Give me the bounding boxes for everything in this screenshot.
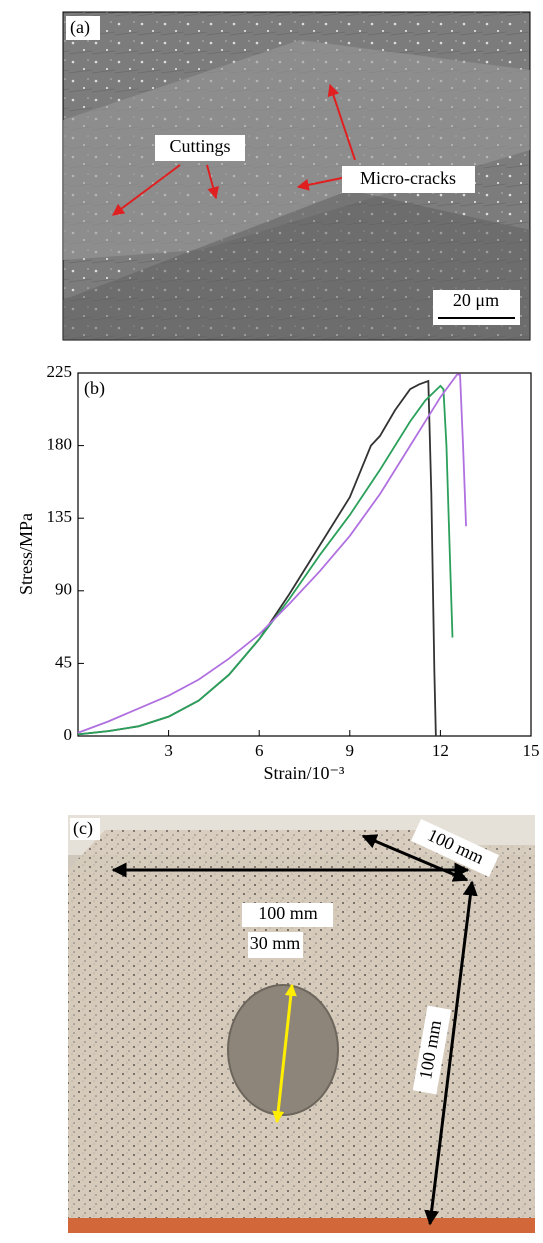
y-tick-label: 225 (47, 362, 73, 381)
x-tick-label: 12 (432, 741, 449, 760)
dimension-box (412, 1005, 452, 1095)
annotation: Micro-cracks (360, 168, 456, 188)
dimension-arrow (424, 880, 478, 1226)
arrow (112, 164, 181, 216)
panel-label: (b) (84, 378, 105, 399)
y-axis-label: Stress/MPa (16, 513, 36, 595)
annotation: Cuttings (169, 136, 230, 156)
block-top (68, 830, 470, 870)
scale-bar-box (433, 290, 520, 325)
dimension-box (248, 932, 303, 958)
sem-texture (63, 190, 530, 340)
x-tick-label: 3 (164, 741, 173, 760)
y-tick-label: 180 (47, 435, 73, 454)
y-tick-label: 135 (47, 507, 73, 526)
arrow (206, 164, 219, 200)
x-tick-label: 6 (255, 741, 264, 760)
annotation-box (155, 135, 245, 161)
data-line (77, 373, 467, 734)
dimension-arrow (361, 834, 469, 882)
panel-label-box (66, 16, 100, 40)
sem-texture (63, 40, 530, 260)
table-surface (68, 1218, 535, 1233)
panel-a: (a) Cuttings Micro-cracks 20 μm (62, 11, 531, 341)
panel-label-box (70, 818, 100, 840)
scale-bar-label: 20 μm (453, 290, 499, 310)
dimension-arrow (272, 983, 297, 1124)
data-line (77, 379, 437, 737)
dimension-box (410, 818, 500, 878)
x-tick-label: 9 (346, 741, 355, 760)
panel-b: (b) Strain/10⁻³ Stress/MPa 0 45 90 135 180 22… (16, 362, 539, 783)
y-tick-label: 0 (64, 725, 73, 744)
y-tick-label: 45 (55, 652, 72, 671)
annotation-box (342, 166, 475, 193)
dimension-label: 100 mm (258, 903, 318, 923)
x-tick-label: 15 (523, 741, 540, 760)
panel-label: (c) (73, 818, 93, 839)
hole (227, 984, 339, 1116)
x-axis-label: Strain/10⁻³ (264, 763, 345, 783)
arrow (296, 177, 343, 191)
dimension-label: 30 mm (250, 933, 301, 953)
arrow (327, 83, 356, 161)
second-block (470, 845, 535, 1225)
panel-label: (a) (70, 17, 90, 38)
plot-frame (77, 372, 532, 737)
dimension-box (242, 903, 333, 927)
y-tick-label: 90 (55, 580, 72, 599)
panel-c: (c) 100 mm 100 mm 100 mm 30 mm (68, 815, 535, 1233)
data-line (77, 384, 454, 736)
